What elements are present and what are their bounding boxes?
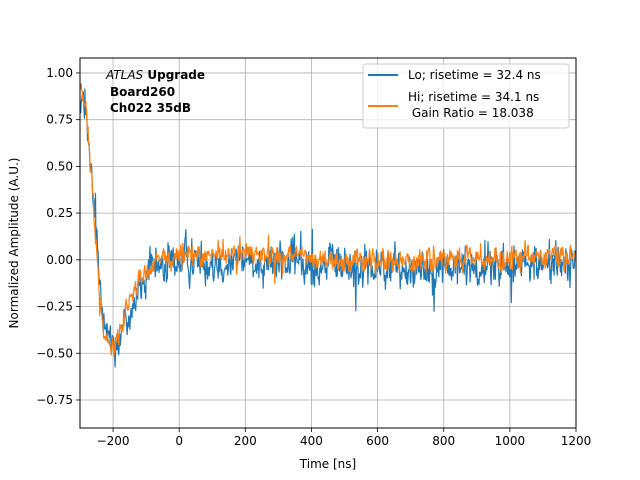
y-tick-label: 1.00 [46, 66, 73, 80]
y-tick-label: 0.00 [46, 253, 73, 267]
legend-label-gain-ratio: Gain Ratio = 18.038 [408, 106, 534, 120]
annotation-board: Board260 [110, 85, 175, 99]
x-tick-label: 800 [432, 434, 455, 448]
y-tick-label: 0.50 [46, 159, 73, 173]
y-axis-ticks: −0.75 −0.50 −0.25 0.00 0.25 0.50 0.75 1.00 [36, 66, 80, 407]
x-tick-label: 0 [175, 434, 183, 448]
annotation-experiment: ATLAS [105, 68, 144, 82]
annotation-channel: Ch022 35dB [110, 101, 191, 115]
series-layer [80, 83, 576, 368]
y-tick-label: −0.75 [36, 393, 73, 407]
x-tick-label: −200 [97, 434, 130, 448]
x-tick-label: 1200 [561, 434, 592, 448]
legend-label-lo: Lo; risetime = 32.4 ns [408, 68, 541, 82]
plot-frame [79, 57, 577, 429]
x-tick-label: 600 [366, 434, 389, 448]
legend-box [362, 63, 570, 129]
y-tick-label: 0.75 [46, 113, 73, 127]
series-line-lo [80, 88, 576, 368]
experiment-annotation: ATLAS Upgrade Board260 Ch022 35dB [105, 68, 205, 115]
legend: Lo; risetime = 32.4 ns Hi; risetime = 34… [362, 63, 570, 129]
y-tick-label: −0.50 [36, 346, 73, 360]
series-line-hi [80, 83, 576, 357]
legend-label-hi: Hi; risetime = 34.1 ns [408, 90, 539, 104]
x-axis-label: Time [ns] [299, 457, 356, 471]
x-tick-label: 400 [300, 434, 323, 448]
y-tick-label: −0.25 [36, 300, 73, 314]
x-tick-label: 1000 [495, 434, 526, 448]
x-tick-label: 200 [234, 434, 257, 448]
svg-text:ATLAS Upgrade: ATLAS Upgrade [105, 68, 205, 82]
y-axis-label: Normalized Amplitude (A.U.) [7, 158, 21, 329]
x-axis-ticks: −200 0 200 400 600 800 1000 1200 [97, 428, 592, 448]
y-tick-label: 0.25 [46, 206, 73, 220]
annotation-upgrade: Upgrade [143, 68, 205, 82]
